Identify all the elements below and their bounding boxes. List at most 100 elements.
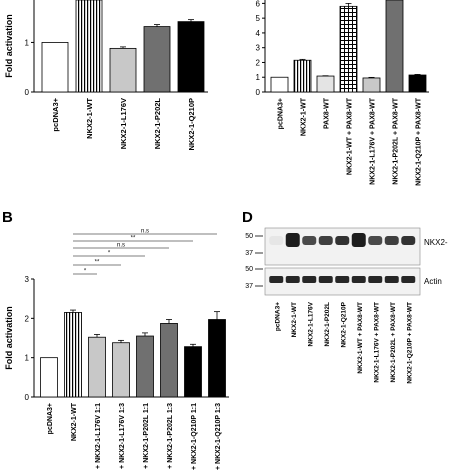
bar — [177, 21, 205, 93]
category-label: + NKX2-1-Q210P 1:1 — [191, 403, 198, 470]
blot-band-actin — [368, 276, 383, 283]
blot-lane-label: NKX2-1-WT + PAX8-WT — [357, 302, 364, 374]
blot-marker-37-bottom: 37 — [245, 283, 253, 290]
y-tick-label: 3 — [256, 44, 261, 53]
y-axis-label: Fold activation — [4, 14, 14, 78]
bar — [143, 26, 171, 93]
bar — [88, 336, 106, 398]
bar — [160, 323, 178, 398]
blot-lane-label: NKX2-1-L176V + PAX8-WT — [373, 302, 380, 383]
y-tick-label: 1 — [25, 38, 30, 47]
category-label: NKX2-1-P202L — [153, 98, 162, 150]
category-label: + NKX2-1-P202L 1:3 — [167, 403, 174, 469]
blot-band-nkx — [318, 236, 333, 245]
significance-label: * — [84, 269, 87, 275]
bar — [64, 312, 82, 398]
bar — [109, 47, 137, 93]
blot-band-actin — [302, 276, 317, 283]
panel-letter-d: D — [242, 209, 253, 226]
category-label: NKX2-1-L176V + PAX8-WT — [370, 97, 377, 185]
bar — [75, 0, 103, 93]
y-axis-label: Fold activation — [4, 306, 14, 370]
blot-band-actin — [285, 276, 300, 283]
blot-marker-37-top: 37 — [245, 250, 253, 257]
blot-label-nkx: NKX2- — [424, 238, 448, 247]
category-label: pcDNA3+ — [278, 98, 285, 129]
category-label: NKX2-1-WT — [85, 98, 94, 139]
blot-band-nkx — [384, 236, 399, 245]
category-label: NKX2-1-Q210P — [187, 98, 196, 151]
y-tick-label: 6 — [256, 0, 261, 8]
blot-lane-label: NKX2-1-Q210P + PAX8-WT — [406, 302, 413, 384]
y-tick-label: 1 — [25, 354, 30, 363]
western-blot: 50 37 50 37 NKX2- Actin pcDNA3+ NKX2-1-WT… — [245, 227, 448, 384]
significance-label: n.s — [141, 229, 149, 235]
blot-lane-label: NKX2-1-P202L — [324, 302, 331, 346]
bar — [362, 77, 381, 93]
y-tick-label: 0 — [25, 88, 30, 97]
bar — [208, 319, 226, 398]
panel-letter-b: B — [2, 209, 13, 226]
y-tick-label: 2 — [256, 58, 261, 67]
blot-marker-50-top: 50 — [245, 233, 253, 240]
category-label: NKX2-1-WT + PAX8-WT — [347, 97, 354, 175]
chart-panel-a-right: 0 1 2 3 4 5 6 pcDNA3+ NKX2-1-WT PAX8-WT NKX2-1-WT … — [256, 0, 429, 186]
significance-label: ** — [95, 260, 100, 266]
bar — [40, 357, 58, 398]
significance-label: * — [108, 251, 111, 257]
bar — [316, 75, 335, 93]
bar — [270, 76, 289, 93]
category-label: NKX2-1-L176V — [119, 98, 128, 149]
category-label: pcDNA3+ — [51, 97, 60, 131]
blot-marker-50-bottom: 50 — [245, 266, 253, 273]
bar — [293, 59, 312, 93]
bar — [385, 0, 404, 93]
blot-band-actin — [351, 276, 366, 283]
blot-band-actin — [335, 276, 350, 283]
significance-label: ** — [131, 236, 136, 242]
category-label: + NKX2-1-Q210P 1:3 — [215, 403, 222, 470]
category-label: pcDNA3+ — [47, 403, 54, 434]
blot-band-actin — [384, 276, 399, 283]
y-tick-label: 2 — [25, 314, 30, 323]
category-label: NKX2-1-WT — [71, 402, 78, 441]
blot-band-nkx — [302, 236, 317, 245]
category-label: NKX2-1-Q210P + PAX8-WT — [416, 97, 423, 186]
chart-panel-a-left: 0 1 Fold activation pcDNA3+ NKX2-1-WT NKX2-1-… — [4, 0, 208, 151]
chart-panel-b: 0 1 2 3 Fold activation pcDNA3+ NKX2-1-WT + NKX… — [4, 229, 229, 470]
bar — [408, 74, 427, 93]
blot-band-actin — [401, 276, 416, 283]
blot-band-nkx — [335, 236, 350, 245]
y-tick-label: 5 — [256, 14, 261, 23]
blot-lane-label: NKX2-1-L176V — [307, 301, 314, 346]
y-tick-label: 3 — [25, 275, 30, 284]
blot-lane-label: NKX2-1-P202L + PAX8-WT — [390, 302, 397, 383]
bar — [136, 335, 154, 398]
category-label: NKX2-1-P202L + PAX8-WT — [393, 97, 400, 184]
blot-lane-label: pcDNA3+ — [274, 302, 281, 331]
y-tick-label: 0 — [25, 393, 30, 402]
category-label: + NKX2-1-L176V 1:3 — [119, 403, 126, 469]
category-label: + NKX2-1-L176V 1:1 — [95, 403, 102, 469]
bar — [112, 342, 130, 398]
blot-band-actin — [269, 276, 284, 283]
bar — [339, 5, 358, 93]
y-tick-label: 1 — [256, 73, 261, 82]
bar — [41, 42, 69, 93]
blot-band-actin — [318, 276, 333, 283]
bar — [184, 346, 202, 398]
y-tick-label: 4 — [256, 29, 261, 38]
blot-band-nkx — [285, 233, 300, 247]
category-label: NKX2-1-WT — [301, 97, 308, 136]
blot-band-nkx — [368, 236, 383, 245]
category-label: PAX8-WT — [324, 97, 331, 129]
blot-label-actin: Actin — [424, 277, 442, 286]
blot-lane-label: NKX2-1-WT — [291, 302, 298, 337]
blot-band-nkx — [351, 233, 366, 247]
y-tick-label: 0 — [256, 88, 261, 97]
category-label: + NKX2-1-P202L 1:1 — [143, 403, 150, 469]
blot-band-nkx — [401, 236, 416, 245]
significance-label: n.s — [117, 243, 125, 249]
blot-lane-label: NKX2-1-Q210P — [340, 301, 347, 347]
